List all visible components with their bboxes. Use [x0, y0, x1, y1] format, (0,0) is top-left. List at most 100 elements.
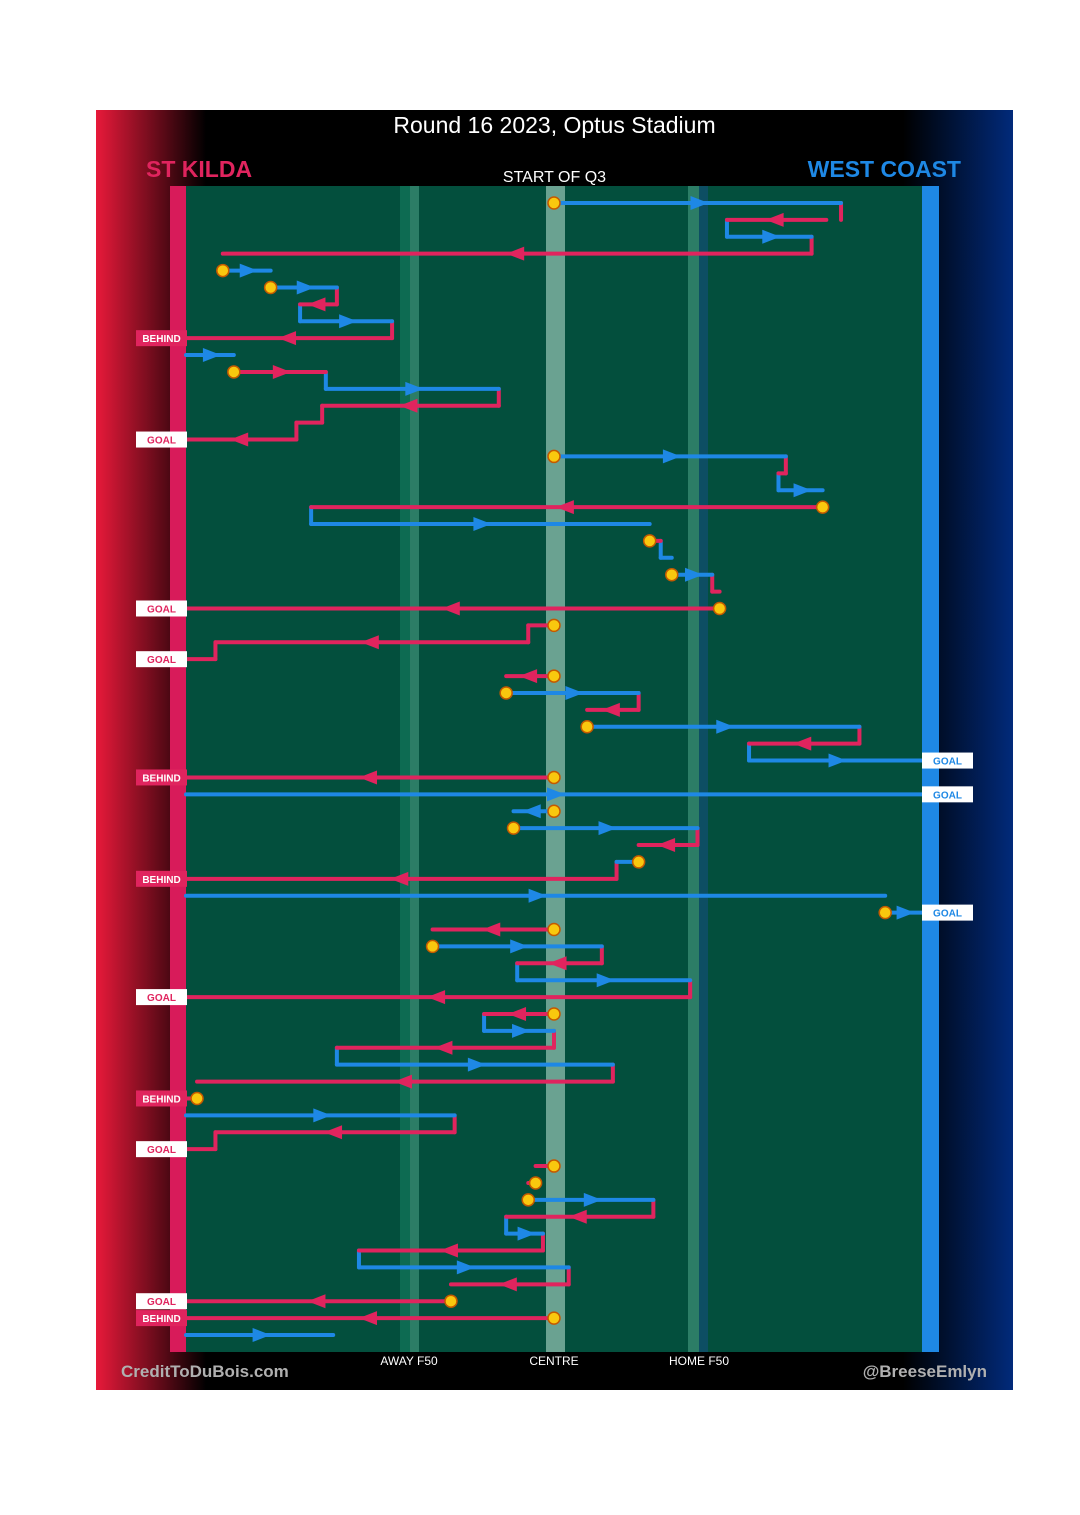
direction-arrow	[596, 973, 615, 988]
result-tag-label: GOAL	[147, 1297, 176, 1308]
stoppage-marker	[528, 1176, 543, 1190]
direction-arrow	[473, 517, 492, 532]
direction-arrow	[359, 770, 377, 785]
direction-arrow	[765, 212, 784, 227]
result-tag	[136, 1090, 187, 1107]
direction-arrow	[583, 1192, 602, 1207]
direction-arrow	[528, 888, 547, 903]
direction-arrow	[339, 314, 358, 329]
result-tag-label: BEHIND	[142, 334, 180, 345]
possession-chains: BEHIND GOAL GOAL GOAL GOAL BEHIND GOAL BEHIND GO…	[136, 196, 973, 1342]
result-tag-label: GOAL	[147, 655, 176, 666]
direction-arrow	[506, 246, 525, 261]
result-tag	[136, 870, 187, 887]
direction-arrow	[828, 753, 847, 768]
direction-arrow	[547, 787, 565, 802]
credit-right: @BreeseEmlyn	[862, 1362, 987, 1381]
stoppage-marker	[263, 280, 278, 295]
direction-arrow	[313, 1108, 332, 1123]
x-tick-away-f50: AWAY F50	[380, 1354, 438, 1368]
stoppage-marker	[547, 196, 561, 210]
direction-arrow	[456, 1260, 475, 1275]
stoppage-marker	[815, 500, 830, 514]
result-tag-label: BEHIND	[142, 1314, 180, 1325]
direction-arrow	[441, 601, 460, 616]
direction-arrow	[393, 1074, 412, 1089]
centre-band	[546, 186, 565, 1352]
stoppage-marker	[665, 567, 679, 582]
result-tag	[922, 786, 973, 803]
direction-arrow	[405, 381, 424, 396]
direction-arrow	[598, 821, 617, 836]
stoppage-marker	[506, 821, 521, 835]
direction-arrow	[517, 1226, 536, 1241]
direction-arrow	[685, 567, 703, 582]
result-tag	[136, 330, 187, 347]
away-f50-line	[410, 186, 419, 1352]
direction-arrow	[272, 364, 291, 379]
result-tag	[136, 1310, 187, 1327]
direction-arrow	[360, 635, 379, 650]
stoppage-marker	[444, 1294, 458, 1308]
stoppage-marker	[547, 618, 561, 633]
result-tag-label: BEHIND	[142, 773, 180, 784]
result-tag-label: GOAL	[147, 604, 176, 615]
result-tag-label: BEHIND	[142, 1094, 180, 1105]
direction-arrow	[555, 500, 574, 515]
stoppage-marker	[547, 770, 561, 785]
direction-arrow	[662, 449, 681, 464]
result-tag	[136, 600, 187, 617]
direction-arrow	[307, 1294, 326, 1309]
stoppage-marker	[580, 720, 594, 734]
stoppage-marker	[547, 1311, 561, 1325]
result-tag-label: GOAL	[147, 436, 176, 447]
direction-arrow	[508, 1006, 527, 1021]
stoppage-marker	[227, 365, 241, 379]
stoppage-marker	[631, 855, 646, 869]
result-tag	[922, 904, 973, 921]
direction-arrow	[793, 736, 812, 751]
stoppage-marker	[190, 1091, 204, 1106]
stoppage-marker	[425, 939, 440, 954]
direction-arrow	[399, 398, 418, 413]
direction-arrow	[296, 280, 315, 295]
direction-arrow	[439, 1243, 458, 1258]
direction-arrow	[568, 1209, 587, 1224]
direction-arrow	[239, 263, 258, 278]
result-tag	[922, 752, 973, 769]
direction-arrow	[793, 483, 812, 498]
stoppage-marker	[712, 601, 727, 616]
period-label: START OF Q3	[502, 169, 607, 186]
home-team-label: ST KILDA	[146, 156, 253, 182]
credit-left: CreditToDuBois.com	[121, 1362, 289, 1381]
home-f50-line	[699, 186, 708, 1352]
result-tag-label: BEHIND	[142, 875, 180, 886]
direction-arrow	[522, 804, 541, 819]
direction-arrow	[690, 196, 709, 210]
direction-arrow	[467, 1057, 486, 1072]
direction-arrow	[601, 702, 620, 717]
direction-arrow	[324, 1125, 343, 1140]
result-tag-label: GOAL	[147, 993, 176, 1004]
result-tag-label: GOAL	[933, 909, 962, 920]
stoppage-marker	[547, 449, 561, 464]
direction-arrow	[896, 905, 915, 920]
stoppage-marker	[521, 1193, 535, 1207]
direction-arrow	[482, 922, 501, 937]
stoppage-marker	[216, 263, 230, 278]
direction-arrow	[548, 956, 567, 971]
direction-arrow	[307, 297, 326, 312]
stoppage-marker	[547, 669, 561, 683]
direction-arrow	[427, 990, 446, 1005]
result-tag-label: GOAL	[147, 1145, 176, 1156]
direction-arrow	[252, 1328, 271, 1342]
stoppage-marker	[547, 1007, 561, 1021]
direction-arrow	[510, 939, 529, 954]
stoppage-marker	[642, 534, 657, 548]
direction-arrow	[519, 669, 538, 684]
direction-arrow	[498, 1277, 517, 1292]
flow-chart-poster: BEHIND GOAL GOAL GOAL GOAL BEHIND GOAL BEHIND GO…	[96, 110, 1013, 1390]
direction-arrow	[390, 871, 409, 886]
stoppage-marker	[547, 922, 561, 937]
direction-arrow	[762, 229, 781, 244]
